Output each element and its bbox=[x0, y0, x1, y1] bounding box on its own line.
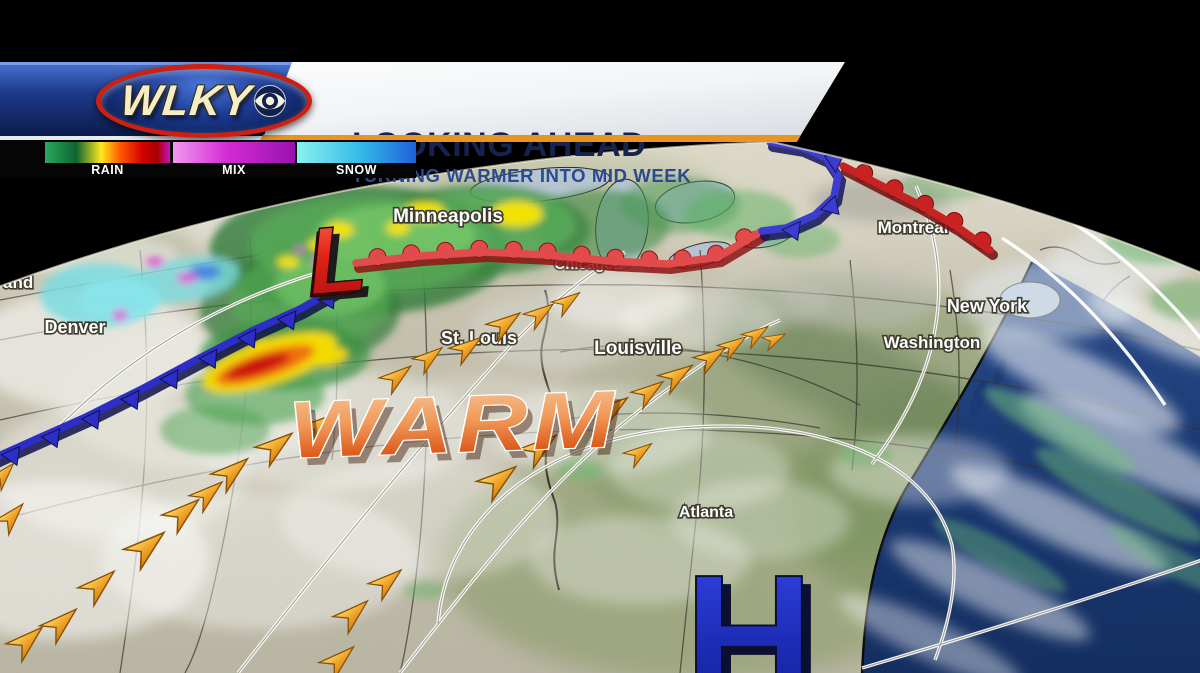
legend-label-rain: RAIN bbox=[91, 163, 124, 177]
warm-front-central bbox=[352, 227, 770, 275]
city-label-louisville: Louisville bbox=[594, 338, 682, 359]
high-pressure-symbol: H H bbox=[683, 537, 823, 673]
city-label-denver: Denver bbox=[44, 317, 105, 337]
banner-underline bbox=[0, 136, 265, 140]
delaware-bay bbox=[993, 358, 1007, 386]
cold-front-southwest bbox=[0, 280, 353, 469]
earth-limb bbox=[0, 140, 1200, 288]
chesapeake-bay bbox=[969, 380, 987, 420]
city-label-montreal: Montreal bbox=[878, 218, 949, 237]
warm-text: WARM bbox=[288, 374, 621, 474]
wlky-logo: WLKY bbox=[96, 64, 312, 138]
city-label-washington: Washington bbox=[884, 333, 981, 352]
warm-annotation: WARM WARM bbox=[286, 373, 627, 482]
city-label-atlanta: Atlanta bbox=[679, 504, 733, 521]
svg-text:WARM: WARM bbox=[294, 382, 627, 482]
legend-label-snow: SNOW bbox=[336, 163, 377, 177]
banner-accent-strip bbox=[259, 135, 801, 142]
city-label-new-york: New York bbox=[947, 296, 1028, 316]
low-pressure-symbol: L L L bbox=[301, 204, 377, 322]
svg-text:L: L bbox=[310, 211, 377, 322]
high-symbol-text: H bbox=[684, 538, 814, 673]
city-label-minneapolis: Minneapolis bbox=[393, 206, 503, 227]
page-subtitle: TURNING WARMER INTO MID WEEK bbox=[352, 165, 692, 186]
isobar-layer bbox=[46, 185, 1200, 673]
precip-legend: RAIN MIX SNOW bbox=[0, 140, 416, 178]
cbs-eye-icon bbox=[253, 85, 286, 117]
rain-gradient-strip bbox=[45, 142, 170, 163]
svg-text:L: L bbox=[301, 208, 368, 319]
mix-gradient-strip bbox=[173, 142, 295, 163]
top-black-bar bbox=[0, 0, 1200, 62]
banner-white-panel bbox=[263, 62, 845, 138]
weather-fronts bbox=[0, 142, 998, 469]
legend-label-mix: MIX bbox=[222, 163, 246, 177]
snow-gradient-strip bbox=[297, 142, 416, 163]
low-symbol-text: L bbox=[304, 205, 371, 316]
svg-text:H: H bbox=[693, 546, 823, 673]
station-call-letters: WLKY bbox=[118, 76, 255, 125]
stationary-front-northeast bbox=[839, 162, 998, 260]
